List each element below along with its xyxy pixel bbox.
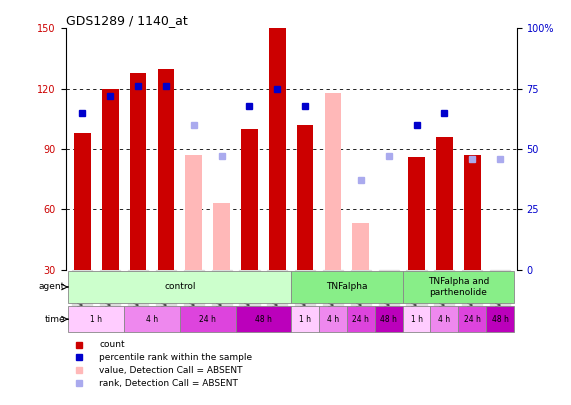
Text: percentile rank within the sample: percentile rank within the sample — [99, 353, 252, 362]
Bar — [186, 155, 202, 270]
Bar — [403, 271, 514, 303]
Bar — [403, 306, 431, 333]
Bar — [408, 157, 425, 270]
Bar — [158, 68, 174, 270]
Bar — [269, 28, 286, 270]
Text: 24 h: 24 h — [199, 315, 216, 324]
Bar — [291, 271, 403, 303]
Text: 1 h: 1 h — [90, 315, 102, 324]
Text: 24 h: 24 h — [464, 315, 481, 324]
Text: 48 h: 48 h — [255, 315, 272, 324]
Bar — [241, 129, 258, 270]
Text: 48 h: 48 h — [380, 315, 397, 324]
Text: 4 h: 4 h — [146, 315, 158, 324]
Text: 48 h: 48 h — [492, 315, 509, 324]
Bar — [464, 155, 481, 270]
Text: count: count — [99, 340, 125, 349]
Bar — [213, 203, 230, 270]
Bar — [319, 306, 347, 333]
Text: GDS1289 / 1140_at: GDS1289 / 1140_at — [66, 14, 187, 27]
Bar — [347, 306, 375, 333]
Bar — [291, 306, 319, 333]
Bar — [130, 72, 146, 270]
Bar — [375, 306, 403, 333]
Bar — [325, 93, 341, 270]
Text: TNFalpha: TNFalpha — [326, 282, 368, 292]
Text: rank, Detection Call = ABSENT: rank, Detection Call = ABSENT — [99, 379, 238, 388]
Text: agent: agent — [39, 282, 65, 292]
Text: time: time — [45, 315, 65, 324]
Text: 1 h: 1 h — [299, 315, 311, 324]
Bar — [69, 271, 291, 303]
Bar — [235, 306, 291, 333]
Bar — [459, 306, 486, 333]
Bar — [431, 306, 459, 333]
Text: 4 h: 4 h — [439, 315, 451, 324]
Bar — [69, 306, 124, 333]
Text: 1 h: 1 h — [411, 315, 423, 324]
Text: 24 h: 24 h — [352, 315, 369, 324]
Text: 4 h: 4 h — [327, 315, 339, 324]
Bar — [492, 270, 508, 310]
Text: TNFalpha and
parthenolide: TNFalpha and parthenolide — [428, 277, 489, 297]
Bar — [180, 306, 235, 333]
Bar — [124, 306, 180, 333]
Bar — [486, 306, 514, 333]
Bar — [102, 89, 119, 270]
Bar — [352, 223, 369, 270]
Bar — [74, 133, 91, 270]
Text: control: control — [164, 282, 196, 292]
Bar — [297, 125, 313, 270]
Bar — [436, 137, 453, 270]
Text: value, Detection Call = ABSENT: value, Detection Call = ABSENT — [99, 366, 243, 375]
